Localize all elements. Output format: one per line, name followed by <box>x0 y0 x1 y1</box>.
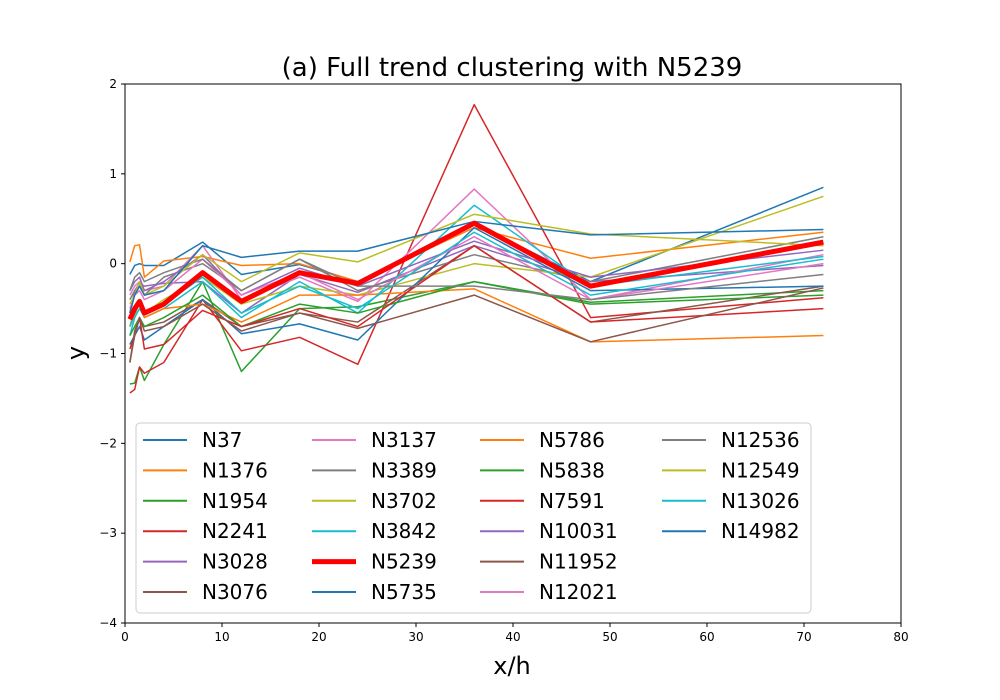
series-line-n12536 <box>129 258 824 301</box>
legend: N37 N1376 N1954 N2241 N3028 N3076 N3137 N3389 N3… <box>135 422 812 614</box>
legend-label-n3389: N3389 <box>371 458 437 482</box>
series-line-n3842 <box>129 204 824 336</box>
legend-label-n2241: N2241 <box>202 519 268 543</box>
x-tick-label: 70 <box>796 630 811 644</box>
series-line-n5239 <box>127 220 824 321</box>
x-tick-label: 80 <box>893 630 908 644</box>
legend-label-n1376: N1376 <box>202 458 268 482</box>
series-line-n2241 <box>129 103 824 394</box>
legend-label-n12021: N12021 <box>539 580 618 604</box>
x-tick-label: 20 <box>311 630 326 644</box>
legend-label-n13026: N13026 <box>721 489 800 513</box>
legend-label-n7591: N7591 <box>539 489 605 513</box>
series-line-n12549 <box>129 213 824 305</box>
chart-title: (a) Full trend clustering with N5239 <box>282 53 743 83</box>
series-line-n12021 <box>129 235 824 309</box>
x-tick-label: 50 <box>602 630 617 644</box>
legend-label-n37: N37 <box>202 428 242 452</box>
legend-label-n3028: N3028 <box>202 550 268 574</box>
series-layer <box>127 103 824 394</box>
legend-label-n1954: N1954 <box>202 489 268 513</box>
series-line-n14982 <box>129 220 824 314</box>
legend-label-n3076: N3076 <box>202 580 268 604</box>
axes-layer: 0 10 20 30 40 50 60 70 80 −4 −3 −2 −1 0 1 2 <box>99 77 908 644</box>
y-tick-label: 1 <box>109 167 117 181</box>
x-tick-label: 60 <box>699 630 714 644</box>
y-tick-label: 2 <box>109 77 117 91</box>
y-tick-label: −4 <box>99 616 117 630</box>
x-tick-label: 0 <box>121 630 129 644</box>
legend-label-n5838: N5838 <box>539 458 605 482</box>
legend-label-n3137: N3137 <box>371 428 437 452</box>
x-tick-label: 30 <box>408 630 423 644</box>
legend-label-n5786: N5786 <box>539 428 605 452</box>
series-line-n11952 <box>129 287 824 363</box>
x-axis-label: x/h <box>493 652 531 680</box>
x-tick-label: 10 <box>214 630 229 644</box>
legend-label-n11952: N11952 <box>539 550 618 574</box>
legend-label-n12549: N12549 <box>721 458 800 482</box>
y-axis-label: y <box>62 346 90 360</box>
legend-label-n5239: N5239 <box>371 550 437 574</box>
legend-label-n12536: N12536 <box>721 428 800 452</box>
x-tick-label: 40 <box>505 630 520 644</box>
legend-label-n3702: N3702 <box>371 489 437 513</box>
y-tick-label: −3 <box>99 526 117 540</box>
y-tick-label: −2 <box>99 436 117 450</box>
legend-label-n3842: N3842 <box>371 519 437 543</box>
legend-label-n14982: N14982 <box>721 519 800 543</box>
legend-label-n10031: N10031 <box>539 519 618 543</box>
y-tick-label: −1 <box>99 347 117 361</box>
legend-label-n5735: N5735 <box>371 580 437 604</box>
legend-box <box>135 422 812 614</box>
y-tick-label: 0 <box>109 257 117 271</box>
